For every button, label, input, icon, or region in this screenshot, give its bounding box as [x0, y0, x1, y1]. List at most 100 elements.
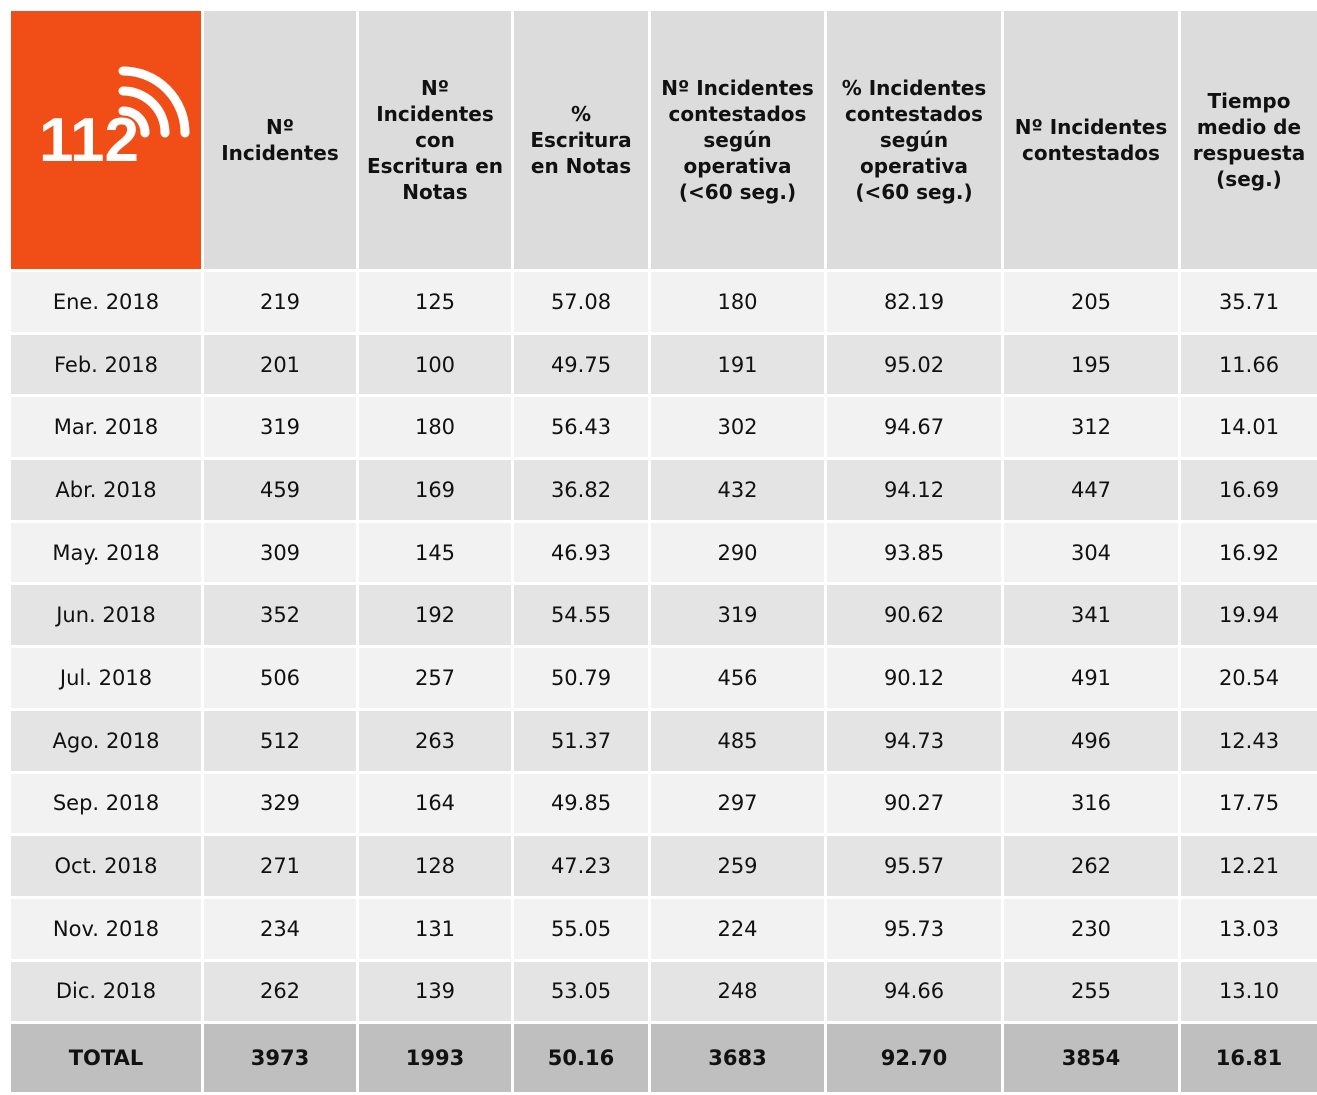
- cell: 16.69: [1181, 460, 1317, 520]
- cell: 352: [204, 585, 356, 646]
- month-cell: Jul. 2018: [11, 648, 201, 708]
- cell: 93.85: [827, 522, 1001, 583]
- month-cell: Jun. 2018: [11, 585, 201, 646]
- cell: 95.02: [827, 334, 1001, 395]
- cell: 224: [651, 898, 824, 959]
- cell: 180: [359, 397, 511, 458]
- cell: 12.43: [1181, 710, 1317, 771]
- cell: 145: [359, 522, 511, 583]
- cell: 16.92: [1181, 522, 1317, 583]
- table-row: Abr. 2018 459 169 36.82 432 94.12 447 16.69: [11, 460, 1317, 520]
- cell: 506: [204, 648, 356, 708]
- table-row: Dic. 2018 262 139 53.05 248 94.66 255 13.10: [11, 961, 1317, 1022]
- month-cell: Mar. 2018: [11, 397, 201, 458]
- cell: 14.01: [1181, 397, 1317, 458]
- cell: 100: [359, 334, 511, 395]
- cell: 20.54: [1181, 648, 1317, 708]
- cell: 55.05: [514, 898, 648, 959]
- total-cell: 3854: [1004, 1024, 1178, 1093]
- cell: 257: [359, 648, 511, 708]
- cell: 94.67: [827, 397, 1001, 458]
- table-row: Nov. 2018 234 131 55.05 224 95.73 230 13.03: [11, 898, 1317, 959]
- month-cell: Oct. 2018: [11, 836, 201, 896]
- header-cell: % Escritura en Notas: [514, 11, 648, 269]
- cell: 53.05: [514, 961, 648, 1022]
- cell: 290: [651, 522, 824, 583]
- cell: 49.85: [514, 773, 648, 834]
- cell: 46.93: [514, 522, 648, 583]
- month-cell: Nov. 2018: [11, 898, 201, 959]
- total-cell: 3973: [204, 1024, 356, 1093]
- cell: 94.73: [827, 710, 1001, 771]
- total-cell: 92.70: [827, 1024, 1001, 1093]
- total-cell: 1993: [359, 1024, 511, 1093]
- cell: 491: [1004, 648, 1178, 708]
- cell: 51.37: [514, 710, 648, 771]
- cell: 95.57: [827, 836, 1001, 896]
- cell: 263: [359, 710, 511, 771]
- header-row: 112 Nº Incidentes Nº Incidentes con Escri…: [11, 11, 1317, 269]
- cell: 11.66: [1181, 334, 1317, 395]
- data-table: 112 Nº Incidentes Nº Incidentes con Escri…: [8, 8, 1317, 1095]
- header-cell: Tiempo medio de respuesta (seg.): [1181, 11, 1317, 269]
- cell: 302: [651, 397, 824, 458]
- table-row: Oct. 2018 271 128 47.23 259 95.57 262 12.21: [11, 836, 1317, 896]
- logo: 112: [39, 66, 190, 175]
- table-row: Jun. 2018 352 192 54.55 319 90.62 341 19.94: [11, 585, 1317, 646]
- header-cell: Nº Incidentes: [204, 11, 356, 269]
- cell: 192: [359, 585, 511, 646]
- cell: 13.03: [1181, 898, 1317, 959]
- cell: 262: [204, 961, 356, 1022]
- table-row: May. 2018 309 145 46.93 290 93.85 304 16.92: [11, 522, 1317, 583]
- cell: 341: [1004, 585, 1178, 646]
- month-cell: Sep. 2018: [11, 773, 201, 834]
- table-row: Jul. 2018 506 257 50.79 456 90.12 491 20.54: [11, 648, 1317, 708]
- cell: 49.75: [514, 334, 648, 395]
- total-cell: 50.16: [514, 1024, 648, 1093]
- cell: 164: [359, 773, 511, 834]
- cell: 95.73: [827, 898, 1001, 959]
- cell: 271: [204, 836, 356, 896]
- cell: 219: [204, 272, 356, 332]
- table-row: Ene. 2018 219 125 57.08 180 82.19 205 35.71: [11, 272, 1317, 332]
- cell: 459: [204, 460, 356, 520]
- table-row: Mar. 2018 319 180 56.43 302 94.67 312 14.01: [11, 397, 1317, 458]
- total-row: TOTAL 3973 1993 50.16 3683 92.70 3854 16.81: [11, 1024, 1317, 1093]
- cell: 191: [651, 334, 824, 395]
- cell: 432: [651, 460, 824, 520]
- cell: 128: [359, 836, 511, 896]
- cell: 205: [1004, 272, 1178, 332]
- cell: 57.08: [514, 272, 648, 332]
- month-cell: Ago. 2018: [11, 710, 201, 771]
- cell: 319: [204, 397, 356, 458]
- cell: 248: [651, 961, 824, 1022]
- header-cell: Nº Incidentes contestados según operativ…: [651, 11, 824, 269]
- header-cell: % Incidentes contestados según operativa…: [827, 11, 1001, 269]
- cell: 259: [651, 836, 824, 896]
- cell: 139: [359, 961, 511, 1022]
- cell: 195: [1004, 334, 1178, 395]
- month-cell: May. 2018: [11, 522, 201, 583]
- cell: 54.55: [514, 585, 648, 646]
- cell: 262: [1004, 836, 1178, 896]
- cell: 35.71: [1181, 272, 1317, 332]
- logo-text: 112: [39, 106, 139, 175]
- table-row: Sep. 2018 329 164 49.85 297 90.27 316 17.75: [11, 773, 1317, 834]
- header-cell: Nº Incidentes contestados: [1004, 11, 1178, 269]
- cell: 125: [359, 272, 511, 332]
- cell: 234: [204, 898, 356, 959]
- cell: 485: [651, 710, 824, 771]
- header-cell: Nº Incidentes con Escritura en Notas: [359, 11, 511, 269]
- cell: 94.12: [827, 460, 1001, 520]
- cell: 230: [1004, 898, 1178, 959]
- logo-waves: [118, 66, 190, 138]
- cell: 36.82: [514, 460, 648, 520]
- total-cell: 16.81: [1181, 1024, 1317, 1093]
- table-row: Feb. 2018 201 100 49.75 191 95.02 195 11.66: [11, 334, 1317, 395]
- cell: 255: [1004, 961, 1178, 1022]
- cell: 50.79: [514, 648, 648, 708]
- total-cell: TOTAL: [11, 1024, 201, 1093]
- cell: 496: [1004, 710, 1178, 771]
- cell: 19.94: [1181, 585, 1317, 646]
- cell: 47.23: [514, 836, 648, 896]
